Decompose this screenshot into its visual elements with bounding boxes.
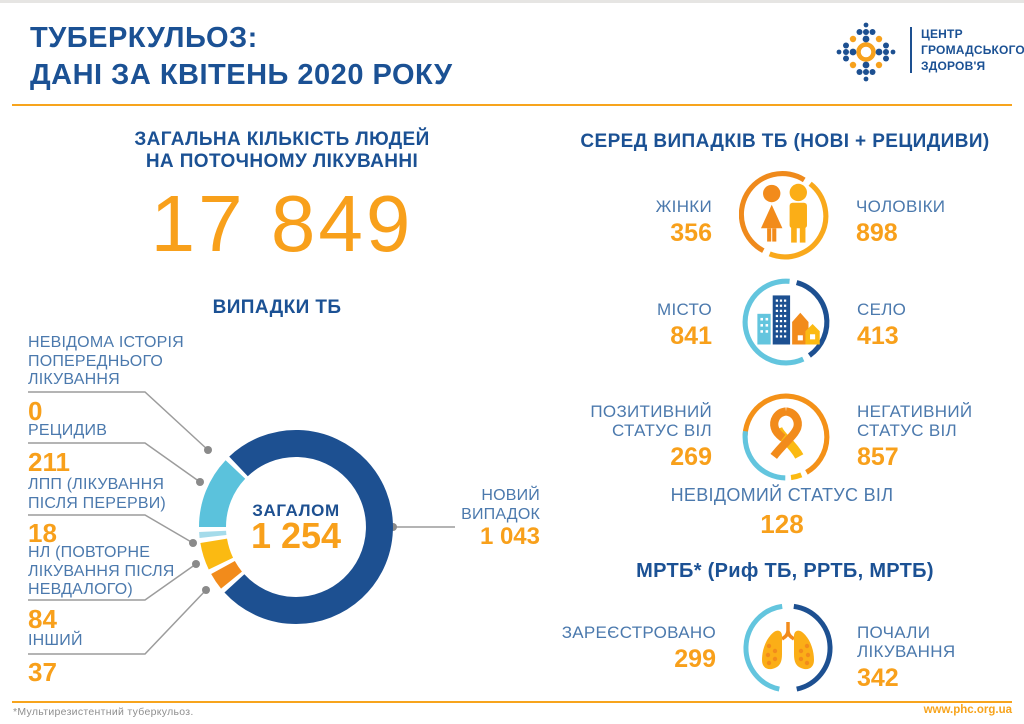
stat-men: ЧОЛОВІКИ 898 bbox=[856, 197, 1021, 248]
stat-hiv-unknown: НЕВІДОМИЙ СТАТУС ВІЛ 128 bbox=[557, 486, 1007, 540]
stat-women: ЖІНКИ 356 bbox=[560, 197, 712, 248]
donut-center-label: ЗАГАЛОМ bbox=[252, 501, 340, 520]
donut-segment-relapse bbox=[198, 460, 246, 528]
value-other: 37 bbox=[28, 657, 57, 687]
value-unknown-history: 0 bbox=[28, 396, 43, 426]
stat-mrtb-started-value: 342 bbox=[857, 664, 899, 692]
stat-women-value: 356 bbox=[670, 219, 712, 247]
phc-logo-icon bbox=[836, 22, 896, 82]
stat-village-value: 413 bbox=[857, 322, 899, 350]
top-border bbox=[0, 0, 1024, 3]
awareness-ribbon bbox=[770, 407, 804, 459]
city-icon bbox=[742, 278, 830, 366]
stat-mrtb-started-label: ПОЧАЛИ ЛІКУВАННЯ bbox=[857, 623, 956, 661]
website-link: www.phc.org.ua bbox=[923, 704, 1012, 716]
tb-cases-donut-chart bbox=[28, 391, 455, 655]
stat-men-label: ЧОЛОВІКИ bbox=[856, 197, 946, 216]
hiv-ribbon-icon bbox=[742, 393, 830, 481]
label-relapse: РЕЦИДИВ bbox=[28, 422, 108, 439]
stat-mrtb-registered: ЗАРЕЄСТРОВАНО 299 bbox=[556, 623, 716, 674]
label-new-case: НОВИЙ ВИПАДОК bbox=[461, 487, 540, 523]
gender-icon bbox=[739, 171, 829, 260]
donut-segment-new-case bbox=[224, 430, 393, 624]
stat-mrtb-registered-value: 299 bbox=[674, 645, 716, 673]
stat-mrtb-started: ПОЧАЛИ ЛІКУВАННЯ 342 bbox=[857, 623, 1024, 693]
stat-hiv-negative-label: НЕГАТИВНИЙ СТАТУС ВІЛ bbox=[857, 402, 973, 440]
leader-lines bbox=[28, 391, 455, 655]
stat-village-label: СЕЛО bbox=[857, 300, 907, 319]
stat-hiv-negative-value: 857 bbox=[857, 443, 899, 471]
value-relapse: 211 bbox=[28, 447, 70, 477]
stat-mrtb-registered-label: ЗАРЕЄСТРОВАНО bbox=[561, 623, 716, 642]
stat-hiv-positive-label: ПОЗИТИВНИЙ СТАТУС ВІЛ bbox=[590, 402, 712, 440]
summary-heading: ЗАГАЛЬНА КІЛЬКІСТЬ ЛЮДЕЙ НА ПОТОЧНОМУ ЛІ… bbox=[134, 129, 430, 172]
stat-hiv-unknown-value: 128 bbox=[760, 509, 804, 539]
tb-cases-heading: ВИПАДКИ ТБ bbox=[212, 297, 342, 318]
stat-hiv-negative: НЕГАТИВНИЙ СТАТУС ВІЛ 857 bbox=[857, 402, 1022, 472]
stat-village: СЕЛО 413 bbox=[857, 300, 1022, 351]
value-after-interruption: 18 bbox=[28, 518, 57, 548]
stat-city-label: МІСТО bbox=[657, 300, 712, 319]
stat-men-value: 898 bbox=[856, 219, 898, 247]
value-new-case: 1 043 bbox=[479, 523, 540, 550]
stat-women-label: ЖІНКИ bbox=[655, 197, 712, 216]
lungs-icon bbox=[743, 603, 833, 692]
donut-center-value: 1 254 bbox=[250, 515, 342, 556]
footnote: *Мультирезистентний туберкульоз. bbox=[13, 706, 194, 718]
among-cases-heading: СЕРЕД ВИПАДКІВ ТБ (НОВІ + РЕЦИДИВИ) bbox=[580, 131, 990, 152]
footer-rule bbox=[12, 701, 1012, 703]
donut-segment-other bbox=[211, 560, 243, 589]
label-unknown-history: НЕВІДОМА ІСТОРІЯ ПОПЕРЕДНЬОГО ЛІКУВАННЯ bbox=[28, 334, 184, 388]
stat-city: МІСТО 841 bbox=[560, 300, 712, 351]
donut-segment-after-failure bbox=[200, 538, 234, 570]
buildings bbox=[757, 295, 820, 345]
logo-text: ЦЕНТР ГРОМАДСЬКОГО ЗДОРОВ'Я bbox=[921, 27, 1024, 73]
stat-hiv-positive-value: 269 bbox=[670, 443, 712, 471]
stat-city-value: 841 bbox=[670, 322, 712, 350]
total-on-treatment-value: 17 849 bbox=[150, 179, 414, 268]
lungs bbox=[762, 622, 814, 670]
label-after-interruption: ЛПП (ЛІКУВАННЯ ПІСЛЯ ПЕРЕРВИ) bbox=[28, 476, 166, 512]
mrtb-heading: МРТБ* (Риф ТБ, РРТБ, МРТБ) bbox=[636, 560, 934, 582]
male-figure bbox=[789, 183, 807, 243]
label-after-failure: НЛ (ПОВТОРНЕ ЛІКУВАННЯ ПІСЛЯ НЕВДАЛОГО) bbox=[28, 544, 175, 598]
stat-hiv-positive: ПОЗИТИВНИЙ СТАТУС ВІЛ 269 bbox=[560, 402, 712, 472]
header-rule bbox=[12, 104, 1012, 106]
page-title: ТУБЕРКУЛЬОЗ: ДАНІ ЗА КВІТЕНЬ 2020 РОКУ bbox=[30, 22, 453, 91]
female-figure bbox=[760, 184, 783, 242]
logo-divider bbox=[910, 27, 912, 73]
stat-hiv-unknown-label: НЕВІДОМИЙ СТАТУС ВІЛ bbox=[670, 485, 894, 505]
label-other: ІНШИЙ bbox=[28, 632, 83, 649]
value-after-failure: 84 bbox=[28, 604, 57, 634]
